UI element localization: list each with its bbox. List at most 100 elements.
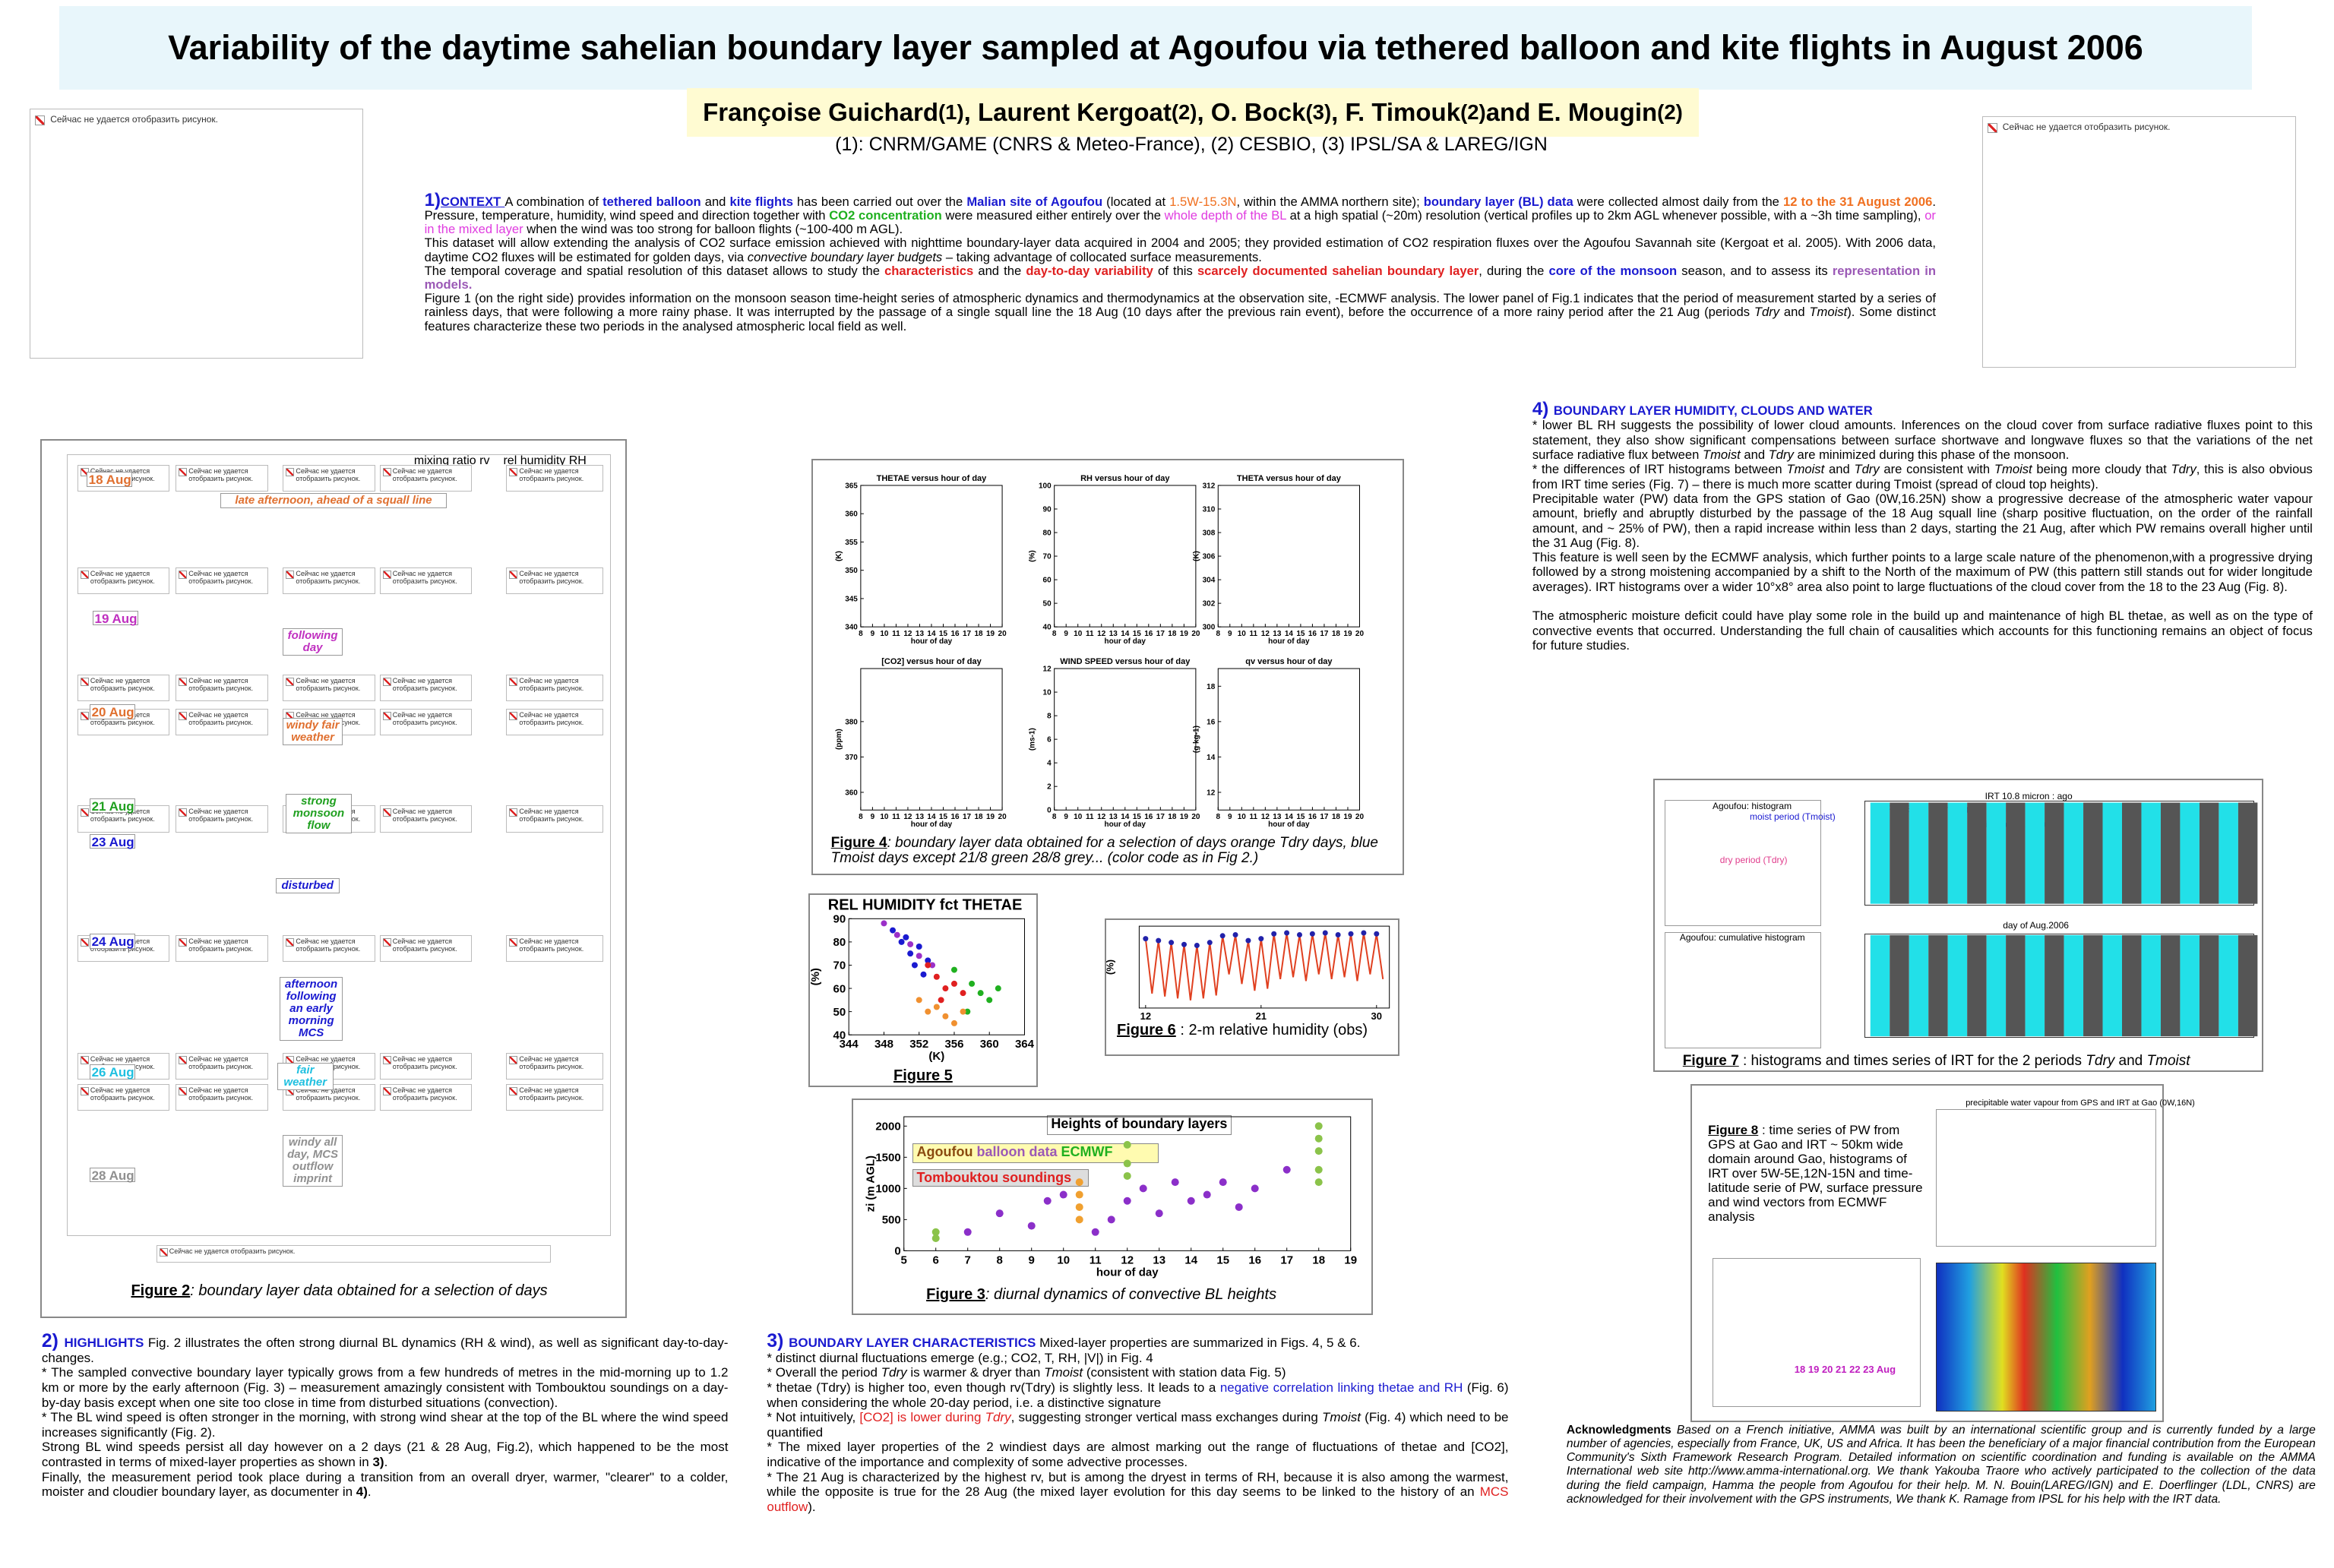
legend-entry: Tombouktou soundings (912, 1168, 1089, 1187)
figure-caption: Figure 4: boundary layer data obtained f… (830, 834, 1394, 866)
broken-image-text: Сейчас не удается отобразить рисунок. (392, 569, 457, 585)
broken-image: Сейчас не удается отобразить рисунок. (283, 567, 375, 595)
figure-label: dry period (Tdry) (1719, 855, 1788, 866)
text-run: This dataset will allow extending the an… (424, 236, 1936, 264)
broken-image: Сейчас не удается отобразить рисунок. (156, 1244, 552, 1263)
figure-caption: Figure 8 : time series of PW from GPS at… (1708, 1123, 1927, 1224)
text-run: Tdry (2086, 1052, 2115, 1069)
text-run: * thetae (Tdry) is higher too, even thou… (767, 1380, 1220, 1395)
paragraph: 1)CONTEXT A combination of tethered ball… (424, 191, 1936, 237)
text-run: Tmoist (1994, 462, 2032, 477)
text-run: at a high spatial (~20m) resolution (ver… (1286, 208, 1925, 223)
text-run: negative correlation linking thetae and … (1219, 1380, 1463, 1395)
annotation: following day (283, 628, 343, 656)
text-run: Finally, the measurement period took pla… (41, 1469, 729, 1500)
paragraph: * The mixed layer properties of the 2 wi… (767, 1440, 1508, 1469)
text-run: Figure 4 (830, 834, 887, 851)
text-run: representation in models. (424, 263, 1936, 292)
date-label: 23 Aug (89, 833, 136, 849)
paragraph: * Overall the period Tdry is warmer & dr… (767, 1365, 1508, 1380)
text-run: (1) (938, 100, 964, 124)
text-run: * The BL wind speed is often stronger in… (41, 1410, 729, 1440)
text-run: 1) (424, 189, 441, 210)
broken-image: Сейчас не удается отобразить рисунок. (176, 1083, 268, 1111)
broken-image-text: Сейчас не удается отобразить рисунок. (519, 676, 584, 692)
text-run: Tmoist (1044, 1365, 1083, 1380)
broken-image: Сейчас не удается отобразить рисунок. (176, 934, 268, 963)
text-run: are minimized during this phase of the m… (1793, 447, 2070, 463)
text-run: MCS outflow (767, 1484, 1509, 1514)
text-run: Tmoist (2146, 1052, 2190, 1069)
text-run: or in the mixed layer (424, 208, 1936, 237)
broken-image-text: Сейчас не удается отобразить рисунок. (519, 569, 584, 585)
text-run: * Overall the period (767, 1365, 881, 1380)
text-run: core of the monsoon (1548, 263, 1678, 278)
text-run: , during the (1479, 263, 1549, 278)
text-run: 12 to the 31 August 2006 (1783, 194, 1933, 209)
broken-image-text: Сейчас не удается отобразить рисунок. (519, 710, 584, 726)
broken-image: Сейчас не удается отобразить рисунок. (506, 674, 603, 702)
text-run: HIGHLIGHTS (64, 1336, 144, 1351)
broken-image: Сейчас не удается отобразить рисунок. (77, 567, 170, 595)
broken-image-text: Сейчас не удается отобразить рисунок. (188, 569, 254, 585)
title-bar: Variability of the daytime sahelian boun… (59, 5, 2252, 90)
text-run: (Fig. 4) which need to be quantified (767, 1410, 1509, 1440)
text-run: Figure 1 (on the right side) provides in… (424, 291, 1936, 320)
broken-image: Сейчас не удается отобразить рисунок. (506, 934, 603, 963)
text-run: This feature is well seen by the ECMWF a… (1532, 550, 2313, 594)
text-run: Tdry (2171, 462, 2196, 477)
broken-image: Сейчас не удается отобразить рисунок. (379, 674, 473, 702)
figure-caption: Figure 7 : histograms and times series o… (1683, 1053, 2263, 1071)
text-run: and the (973, 263, 1026, 278)
text-run: Figure 8 (1708, 1122, 1759, 1137)
text-run: The atmospheric moisture deficit could h… (1532, 609, 2313, 653)
figure-frame (808, 893, 1039, 1087)
broken-image: Сейчас не удается отобразить рисунок. (506, 708, 603, 736)
section-heading: 4) BOUNDARY LAYER HUMIDITY, CLOUDS AND W… (1532, 400, 2313, 419)
text-run: Tombouktou soundings (916, 1169, 1072, 1185)
broken-image: Сейчас не удается отобразить рисунок. (1981, 115, 2297, 368)
broken-image: Сейчас не удается отобразить рисунок. (379, 567, 473, 595)
text-run: were measured either entirely over the (941, 208, 1165, 223)
text-run: Figure 3 (926, 1286, 985, 1304)
broken-image: Сейчас не удается отобразить рисунок. (379, 1083, 473, 1111)
text-run: 3) (767, 1331, 789, 1352)
broken-image-text: Сейчас не удается отобразить рисунок. (296, 937, 361, 953)
text-run: Tmoist (1809, 305, 1848, 320)
text-run: Tdry (1754, 305, 1780, 320)
text-run: (located at (1102, 194, 1170, 209)
text-run: Tmoist (1786, 462, 1825, 477)
broken-image: Сейчас не удается отобразить рисунок. (176, 567, 268, 595)
text-run: Tmoist (1322, 1410, 1361, 1425)
text-run: (3) (1305, 100, 1332, 124)
text-run: ). Some distinct features characterize t… (424, 305, 1936, 334)
text-run: Tdry (985, 1410, 1011, 1425)
text-run: CO2 concentration (829, 208, 942, 223)
text-run: : time series of PW from GPS at Gao and … (1708, 1122, 1923, 1224)
broken-image-text: Сейчас не удается отобразить рисунок. (296, 676, 361, 692)
poster-title: Variability of the daytime sahelian boun… (168, 27, 2143, 67)
text-run: BOUNDARY LAYER CHARACTERISTICS (789, 1336, 1036, 1351)
text-run: and (701, 194, 730, 209)
text-run: – taking advantage of collocated surface… (942, 249, 1262, 264)
broken-image: Сейчас не удается отобразить рисунок. (379, 708, 473, 736)
sub-panel (1864, 933, 2255, 1038)
broken-image: Сейчас не удается отобразить рисунок. (506, 464, 603, 492)
text-run: * Not intuitively, (767, 1410, 860, 1425)
text-run: day-to-day variability (1026, 263, 1153, 278)
text-run: and (1740, 447, 1769, 463)
text-run: (2) (1657, 100, 1683, 124)
text-run: : boundary layer data obtained for a sel… (830, 834, 1378, 866)
column-label: rel humidity RH (503, 454, 587, 467)
date-label: 21 Aug (89, 798, 136, 814)
figure-label: moist period (Tmoist) (1750, 811, 1836, 823)
figure-inner (67, 454, 611, 1236)
broken-image: Сейчас не удается отобразить рисунок. (379, 464, 473, 492)
date-label: 18 Aug (86, 472, 133, 487)
annotation: disturbed (275, 878, 340, 894)
paragraph: Figure 1 (on the right side) provides in… (425, 292, 1936, 334)
text-run: 4) (356, 1484, 368, 1500)
text-run: * The 21 Aug is characterized by the hig… (767, 1469, 1509, 1500)
annotation: windy all day, MCS outflow imprint (283, 1134, 343, 1187)
broken-image: Сейчас не удается отобразить рисунок. (379, 1052, 473, 1080)
